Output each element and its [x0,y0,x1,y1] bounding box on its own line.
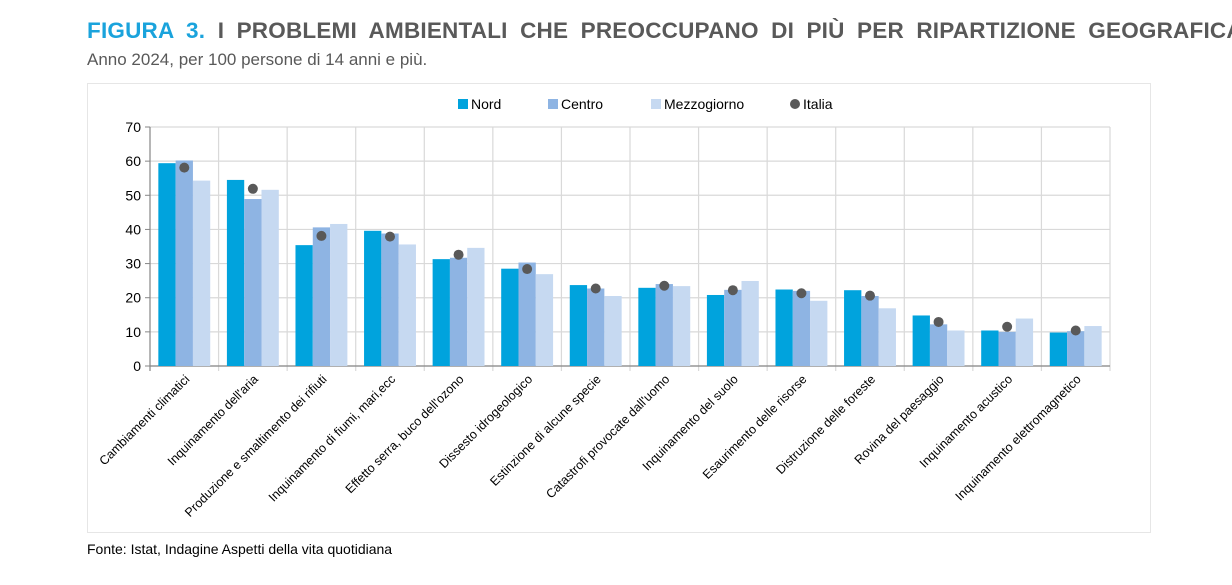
bar-centro [998,331,1016,366]
y-tick-label: 40 [125,221,141,237]
x-tick-label: Effetto serra, buco dell'ozono [343,372,467,496]
y-tick-label: 10 [125,324,141,340]
dot-italia [179,162,190,173]
bar-centro [244,199,262,366]
bar-mezzogiorno [947,330,965,366]
bar-nord [158,163,176,366]
bar-mezzogiorno [467,247,485,366]
figure-label: FIGURA 3. [87,18,206,43]
bar-centro [449,257,468,366]
dot-italia [590,283,601,294]
legend-label: Centro [561,96,603,112]
dot-italia [796,288,807,299]
dot-italia [727,285,738,296]
bar-nord [569,285,588,366]
x-tick-label: Catastrofi provocate dall'uomo [543,372,672,501]
bar-nord [432,259,450,366]
bar-mezzogiorno [1084,326,1102,366]
figure-subtitle: Anno 2024, per 100 persone di 14 anni e … [87,50,428,69]
bar-nord [1049,332,1068,366]
y-tick-label: 70 [125,119,141,135]
bar-mezzogiorno [878,308,896,366]
dot-italia [522,264,533,275]
bar-nord [295,245,313,366]
bar-nord [501,268,519,366]
bar-centro [175,160,193,366]
bar-mezzogiorno [398,244,416,366]
legend-label: Nord [471,96,501,112]
x-tick-label: Estinzione di alcune specie [487,372,604,489]
bar-nord [844,290,862,366]
legend-label: Mezzogiorno [664,96,744,112]
bar-centro [861,296,879,366]
y-tick-label: 50 [125,187,141,203]
legend-swatch-centro [548,99,558,109]
dot-italia [1070,325,1081,336]
bar-mezzogiorno [330,223,348,366]
figure-title-text: I PROBLEMI AMBIENTALI CHE PREOCCUPANO DI… [217,18,1232,43]
legend-label: Italia [803,96,833,112]
y-tick-label: 0 [133,358,141,374]
bar-centro [929,324,948,366]
source-note: Fonte: Istat, Indagine Aspetti della vit… [87,541,393,557]
x-tick-label: Inquinamento di fiumi, mari,ecc [266,372,398,504]
bar-nord [912,315,930,366]
bar-nord [706,294,725,366]
figure-title: FIGURA 3. I PROBLEMI AMBIENTALI CHE PREO… [87,18,1232,44]
bar-centro [381,233,399,366]
bar-mezzogiorno [261,189,279,366]
dot-italia [865,290,875,301]
y-tick-label: 30 [125,256,141,272]
bar-nord [226,179,245,366]
bar-centro [724,289,742,366]
bar-nord [775,289,793,366]
bar-mezzogiorno [1015,318,1034,366]
bar-mezzogiorno [672,286,691,366]
dot-italia [659,280,670,291]
legend-swatch-mezzogiorno [651,99,661,109]
bar-mezzogiorno [192,180,211,366]
bar-mezzogiorno [741,280,759,366]
bar-nord [981,330,999,366]
legend-swatch-nord [458,99,468,109]
dot-italia [453,249,464,260]
chart-frame [87,83,1151,533]
x-tick-label: Inquinamento elettromagnetico [953,372,1084,503]
x-tick-label: Produzione e smaltimento dei rifiuti [182,372,329,519]
dot-italia [1002,321,1013,332]
bar-centro [1067,331,1085,366]
bar-mezzogiorno [810,300,828,366]
bar-nord [364,230,382,366]
bar-centro [655,284,673,366]
dot-italia [247,183,258,194]
bar-centro [312,227,331,366]
dot-italia [933,316,944,327]
bar-centro [792,290,811,366]
bar-centro [587,288,605,366]
y-tick-label: 60 [125,153,141,169]
bar-mezzogiorno [604,296,622,366]
bar-mezzogiorno [535,274,554,366]
y-tick-label: 20 [125,290,141,306]
bar-centro [518,262,536,366]
dot-italia [316,230,327,241]
dot-italia [385,231,395,242]
legend-marker-italia [790,99,800,109]
bar-nord [638,287,656,366]
